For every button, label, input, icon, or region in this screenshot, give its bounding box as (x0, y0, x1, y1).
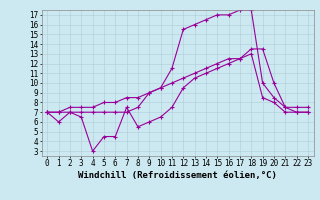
X-axis label: Windchill (Refroidissement éolien,°C): Windchill (Refroidissement éolien,°C) (78, 171, 277, 180)
